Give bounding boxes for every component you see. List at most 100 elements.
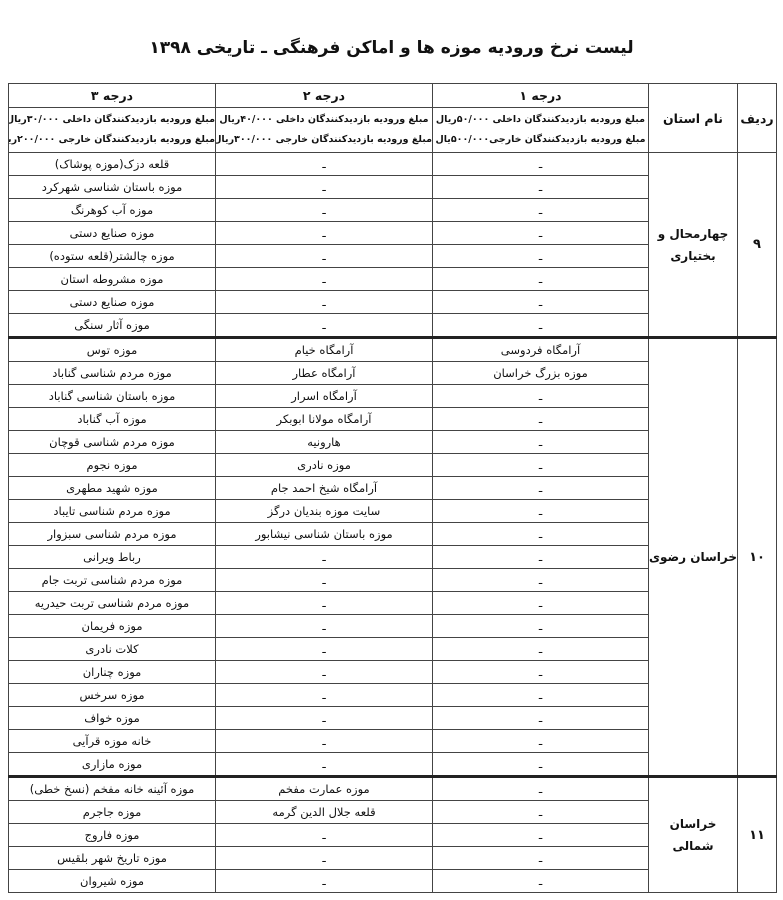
table-row: ـ موزه باستان شناسی نیشابور موزه مردم شناس… — [8, 522, 777, 546]
table-row: ۹ چهارمحال و بختیاری ـ ـ قلعه دزک(موزه پوشاک… — [8, 152, 777, 338]
grade1-fee-foreign: مبلغ ورودیه بازدیدکنندگان خارجی۵۰۰/۰۰۰یا… — [435, 134, 646, 145]
grade3-cell: موزه مردم شناسی تایباد — [8, 499, 216, 523]
province-name: خراسان شمالی — [648, 775, 738, 893]
grade1-fee-domestic: مبلغ ورودیه بازدیدکنندگان داخلی ۵۰/۰۰۰ری… — [435, 114, 646, 125]
grade2-cell: ـ — [215, 221, 433, 245]
grade2-cell: ـ — [215, 175, 433, 199]
grade1-cell: ـ — [432, 800, 649, 824]
grade3-cell: رباط ویرانی — [8, 545, 216, 569]
grade1-cell: ـ — [432, 407, 649, 431]
table-row: ـ ـ موزه مشروطه استان — [8, 267, 777, 291]
grade1-cell: ـ — [432, 729, 649, 753]
grade1-cell: ـ — [432, 591, 649, 615]
grade1-cell: ـ — [432, 752, 649, 777]
grade3-cell: موزه باستان شناسی گناباد — [8, 384, 216, 408]
grade2-cell: آرامگاه عطار — [215, 361, 433, 385]
grade3-cell: موزه مردم شناسی گناباد — [8, 361, 216, 385]
grade2-cell: هارونیه — [215, 430, 433, 454]
grade3-cell: موزه مردم شناسی تربت جام — [8, 568, 216, 592]
table-row: ۱۱ خراسان شمالی ـ موزه عمارت مفخم موزه آئینه… — [8, 775, 777, 893]
grade2-cell: ـ — [215, 591, 433, 615]
table-row: ـ ـ موزه سرخس — [8, 683, 777, 707]
table-row: ـ ـ کلات نادری — [8, 637, 777, 661]
grade2-fee-domestic: مبلغ ورودیه بازدیدکنندگان داخلی ۴۰/۰۰۰ری… — [219, 114, 429, 125]
row-number: ۱۰ — [737, 336, 777, 777]
grade2-cell: موزه عمارت مفخم — [215, 775, 433, 801]
grade1-cell: ـ — [432, 430, 649, 454]
grade3-cell: قلعه دزک(موزه پوشاک) — [8, 152, 216, 176]
grade3-cell: موزه آئینه خانه مفخم (نسخ خطی) — [8, 775, 216, 801]
grade1-cell: ـ — [432, 706, 649, 730]
grade3-cell: موزه آب گناباد — [8, 407, 216, 431]
grade3-cell: موزه مردم شناسی سبزوار — [8, 522, 216, 546]
grade2-cell: ـ — [215, 869, 433, 893]
grade3-cell: کلات نادری — [8, 637, 216, 661]
grade3-cell: موزه صنایع دستی — [8, 290, 216, 314]
grade2-fees: مبلغ ورودیه بازدیدکنندگان داخلی ۴۰/۰۰۰ری… — [215, 107, 433, 153]
grade1-cell: ـ — [432, 775, 649, 801]
table-row: ـ ـ موزه فاروج — [8, 823, 777, 847]
header-grade2: درجه ۲ — [215, 83, 433, 108]
header-grade3: درجه ۳ — [8, 83, 216, 108]
grade3-cell: موزه نجوم — [8, 453, 216, 477]
province-name: چهارمحال و بختیاری — [648, 152, 738, 338]
grade3-cell: موزه فاروج — [8, 823, 216, 847]
grade3-cell: موزه شهید مطهری — [8, 476, 216, 500]
grade3-cell: موزه توس — [8, 336, 216, 362]
grade2-cell: ـ — [215, 729, 433, 753]
grade3-cell: موزه آب کوهرنگ — [8, 198, 216, 222]
grade1-cell: ـ — [432, 683, 649, 707]
grade2-cell: آرامگاه اسرار — [215, 384, 433, 408]
table-row: ـ آرامگاه اسرار موزه باستان شناسی گناباد — [8, 384, 777, 408]
grade1-cell: ـ — [432, 198, 649, 222]
grade3-cell: موزه جاجرم — [8, 800, 216, 824]
table-row: ـ ـ موزه چناران — [8, 660, 777, 684]
grade2-fee-foreign: مبلغ ورودیه بازدیدکنندگان خارجی ۳۰۰/۰۰۰ر… — [217, 134, 432, 145]
table-row: ـ ـ موزه تاریخ شهر بلقیس — [8, 846, 777, 870]
grade3-cell: موزه فریمان — [8, 614, 216, 638]
grade3-cell: خانه موزه قرآیی — [8, 729, 216, 753]
grade2-cell: ـ — [215, 683, 433, 707]
grade1-cell: ـ — [432, 499, 649, 523]
grade2-cell: آرامگاه شیخ احمد جام — [215, 476, 433, 500]
grade3-cell: موزه صنایع دستی — [8, 221, 216, 245]
grade2-cell: آرامگاه مولانا ابوبکر — [215, 407, 433, 431]
grade3-cell: موزه مردم شناسی قوچان — [8, 430, 216, 454]
grade2-cell: ـ — [215, 290, 433, 314]
grade2-cell: موزه نادری — [215, 453, 433, 477]
table-row: ـ ـ موزه آب کوهرنگ — [8, 198, 777, 222]
fee-table: ردیف نام استان درجه ۱ درجه ۲ درجه ۳ مبلغ… — [8, 83, 777, 893]
table-row: ـ موزه نادری موزه نجوم — [8, 453, 777, 477]
grade2-cell: ـ — [215, 846, 433, 870]
grade1-cell: ـ — [432, 313, 649, 338]
grade1-cell: ـ — [432, 568, 649, 592]
grade2-cell: ـ — [215, 614, 433, 638]
table-row: ـ ـ موزه مازاری — [8, 752, 777, 777]
grade1-cell: آرامگاه فردوسی — [432, 336, 649, 362]
grade3-cell: موزه آثار سنگی — [8, 313, 216, 338]
header-province: نام استان — [648, 83, 738, 153]
grade2-cell: ـ — [215, 660, 433, 684]
grade3-cell: موزه سرخس — [8, 683, 216, 707]
grade3-cell: موزه چناران — [8, 660, 216, 684]
grade2-cell: قلعه جلال الدین گرمه — [215, 800, 433, 824]
table-row: ـ ـ موزه آثار سنگی — [8, 313, 777, 338]
row-number: ۱۱ — [737, 775, 777, 893]
grade3-cell: موزه باستان شناسی شهرکرد — [8, 175, 216, 199]
grade2-cell: ـ — [215, 545, 433, 569]
grade2-cell: آرامگاه خیام — [215, 336, 433, 362]
row-number: ۹ — [737, 152, 777, 338]
grade3-cell: موزه مازاری — [8, 752, 216, 777]
grade1-cell: ـ — [432, 522, 649, 546]
table-row: ـ قلعه جلال الدین گرمه موزه جاجرم — [8, 800, 777, 824]
grade3-fee-foreign: مبلغ ورودیه بازدیدکنندگان خارجی ۲۰۰/۰۰۰ر… — [10, 134, 215, 145]
table-row: ـ سایت موزه بندیان درگز موزه مردم شناسی تا… — [8, 499, 777, 523]
grade3-fees: مبلغ ورودیه بازدیدکنندگان داخلی ۳۰/۰۰۰ری… — [8, 107, 216, 153]
header-grade1: درجه ۱ — [432, 83, 649, 108]
grade2-cell: ـ — [215, 568, 433, 592]
table-row: ـ ـ موزه مردم شناسی تربت جام — [8, 568, 777, 592]
table-row: ـ ـ موزه شیروان — [8, 869, 777, 893]
table-row: ـ آرامگاه مولانا ابوبکر موزه آب گناباد — [8, 407, 777, 431]
grade1-cell: ـ — [432, 152, 649, 176]
grade2-cell: ـ — [215, 313, 433, 338]
